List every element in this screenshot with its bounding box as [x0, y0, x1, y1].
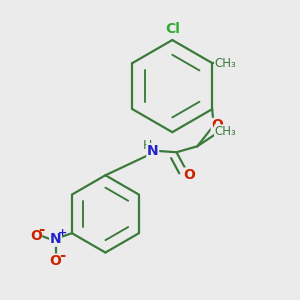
Text: Cl: Cl	[165, 22, 180, 36]
Text: H: H	[143, 139, 152, 152]
Text: N: N	[50, 232, 62, 246]
Text: O: O	[50, 254, 62, 268]
Text: +: +	[58, 228, 67, 238]
Text: N: N	[147, 144, 159, 158]
Text: -: -	[38, 222, 45, 237]
Text: -: -	[59, 248, 65, 263]
Text: O: O	[183, 168, 195, 182]
Text: O: O	[30, 229, 42, 243]
Text: O: O	[211, 118, 223, 133]
Text: CH₃: CH₃	[215, 57, 236, 70]
Text: CH₃: CH₃	[215, 125, 236, 138]
